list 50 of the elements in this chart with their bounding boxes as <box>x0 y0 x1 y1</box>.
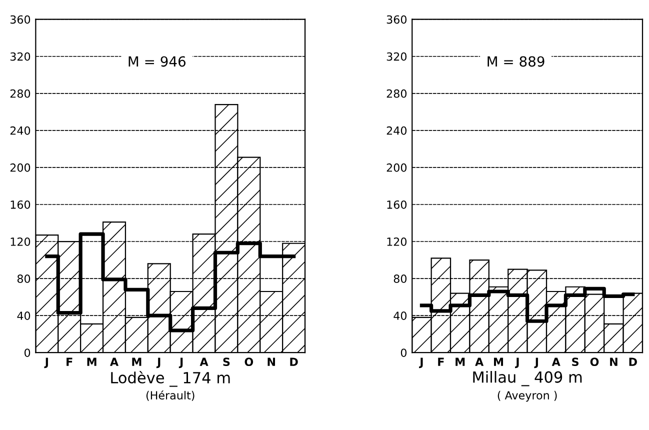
x-tick-label: J <box>44 358 48 368</box>
y-tick-label: 120 <box>387 237 407 246</box>
x-tick-label: J <box>156 358 160 368</box>
x-tick-label: M <box>87 358 96 366</box>
y-tick-label: 80 <box>394 274 407 283</box>
y-tick-label: 40 <box>394 312 407 320</box>
x-tick-label: O <box>590 358 599 366</box>
x-tick-label: S <box>572 358 578 366</box>
text: (Hérault) <box>146 390 194 401</box>
x-tick-label: F <box>438 358 444 366</box>
y-tick-label: 360 <box>10 15 30 24</box>
y-tick-label: 160 <box>387 200 407 209</box>
x-axis-title: Lodève _ 174 m <box>111 370 230 387</box>
x-tick-label: J <box>419 358 423 368</box>
annotation: M = 946 <box>128 56 186 67</box>
annotation: M = 889 <box>488 56 544 67</box>
x-tick-label: D <box>629 358 637 366</box>
x-tick-label: M <box>494 358 504 366</box>
x-tick-label: J <box>178 358 183 368</box>
y-tick-label: 240 <box>10 126 30 135</box>
x-tick-label: A <box>475 358 484 366</box>
y-tick-label: 0 <box>24 348 30 357</box>
x-tick-label: A <box>110 358 118 366</box>
x-tick-label: N <box>268 358 275 366</box>
y-tick-label: 320 <box>10 52 30 61</box>
y-tick-label: 0 <box>400 348 407 357</box>
x-tick-label: M <box>132 358 142 366</box>
x-tick-label: O <box>244 358 254 366</box>
x-tick-label: M <box>456 358 465 366</box>
y-tick-label: 80 <box>17 274 30 283</box>
y-tick-label: 320 <box>386 52 407 61</box>
y-tick-label: 240 <box>386 126 407 135</box>
x-tick-label: A <box>200 358 208 366</box>
text: ( Aveyron ) <box>498 390 557 402</box>
y-tick-label: 280 <box>10 89 30 98</box>
x-tick-label: F <box>66 358 72 366</box>
y-tick-label: 200 <box>386 163 407 172</box>
y-tick-label: 120 <box>10 237 30 246</box>
y-tick-label: 360 <box>386 15 407 24</box>
x-axis-title: Millau _ 409 m <box>473 370 582 386</box>
x-tick-label: S <box>223 358 230 366</box>
x-tick-label: N <box>610 358 618 366</box>
y-tick-label: 280 <box>386 89 407 98</box>
y-tick-label: 40 <box>17 312 30 320</box>
x-tick-label: J <box>534 358 538 368</box>
x-tick-label: A <box>552 358 560 366</box>
y-tick-label: 160 <box>10 200 30 209</box>
x-tick-label: J <box>515 358 519 368</box>
x-tick-label: D <box>290 358 298 366</box>
y-tick-label: 200 <box>10 163 30 172</box>
